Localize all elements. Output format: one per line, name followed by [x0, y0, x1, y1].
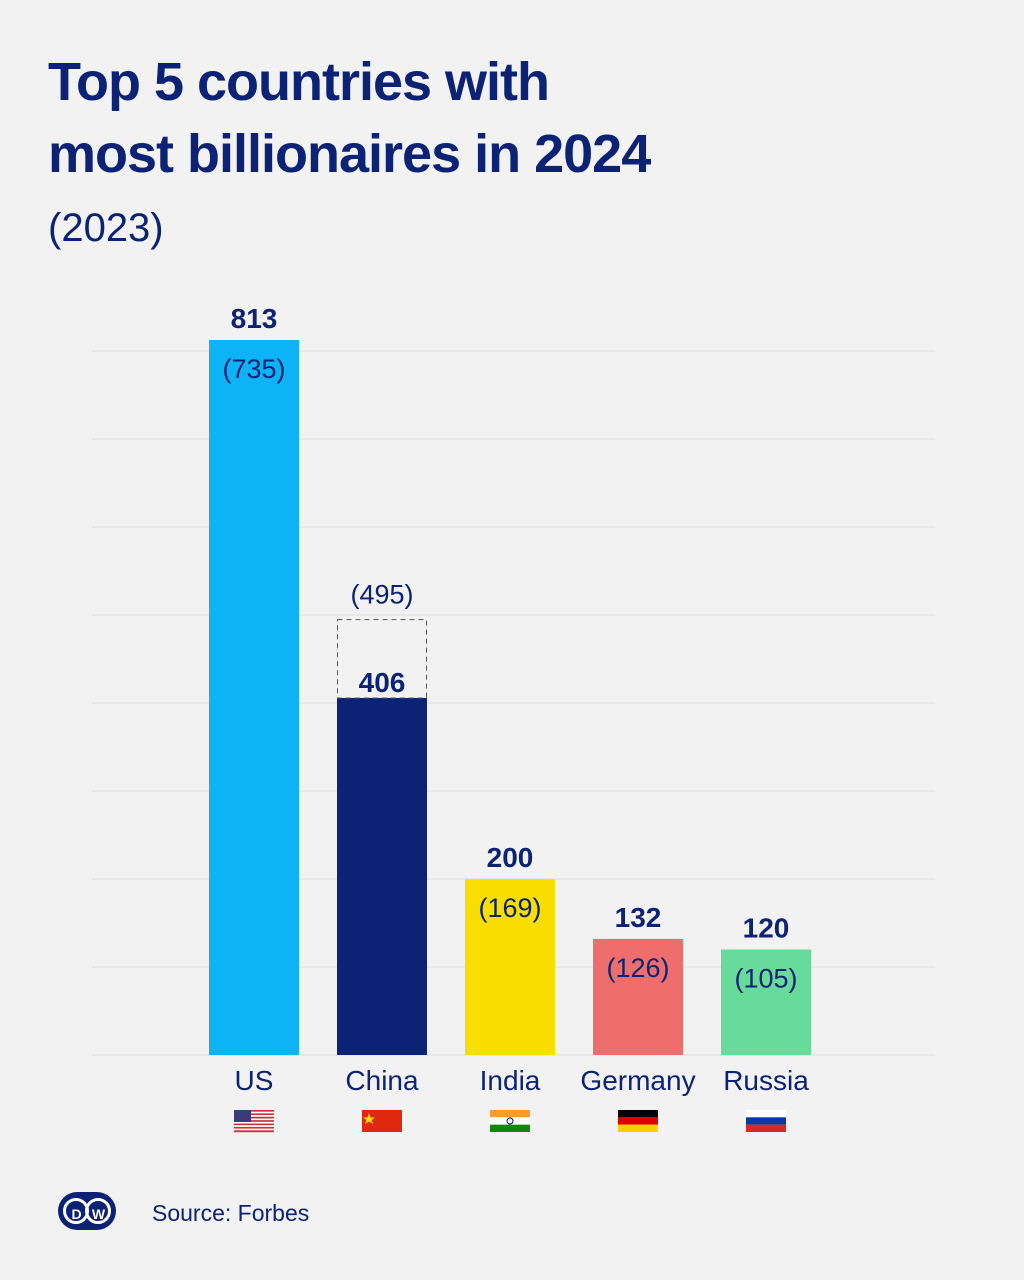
- india-flag-chakra: [506, 1117, 514, 1125]
- china-flag-star: [363, 1113, 375, 1124]
- source-text: Source: Forbes: [152, 1200, 310, 1226]
- title-line-2: most billionaires in 2024: [48, 124, 651, 184]
- bar-us: [209, 340, 299, 1055]
- category-label-russia: Russia: [723, 1065, 809, 1096]
- germany-flag-gold: [618, 1124, 658, 1132]
- label-2024-us: 813: [231, 303, 278, 334]
- russia-flag-icon: [746, 1110, 786, 1118]
- category-label-us: US: [235, 1065, 274, 1096]
- title-line-1: Top 5 countries with: [48, 52, 550, 112]
- russia-flag-red: [746, 1124, 786, 1132]
- india-flag-icon: [490, 1110, 530, 1118]
- category-label-india: India: [480, 1065, 541, 1096]
- bar-china: [337, 697, 427, 1055]
- bar-russia: [721, 949, 811, 1055]
- label-2024-germany: 132: [615, 902, 662, 933]
- germany-flag-red: [618, 1117, 658, 1125]
- germany-flag-icon: [618, 1110, 658, 1118]
- label-2023-india: (169): [478, 893, 541, 923]
- dw-logo-w: W: [85, 1198, 111, 1224]
- us-flag-icon: [234, 1110, 274, 1133]
- label-2024-russia: 120: [743, 912, 790, 943]
- bar-germany: [593, 938, 683, 1055]
- india-flag-green: [490, 1124, 530, 1132]
- label-2024-china: 406: [359, 667, 406, 698]
- bar-india: [465, 879, 555, 1055]
- category-label-china: China: [345, 1065, 419, 1096]
- label-2023-china: (495): [350, 580, 413, 610]
- label-2023-germany: (126): [606, 953, 669, 983]
- chart-subtitle: (2023): [48, 206, 164, 250]
- prev-year-outline-china: [337, 619, 427, 699]
- russia-flag-blue: [746, 1117, 786, 1125]
- dw-logo: D W: [58, 1192, 116, 1230]
- label-2024-india: 200: [487, 842, 534, 873]
- label-2023-russia: (105): [734, 963, 797, 993]
- china-flag-icon: [362, 1110, 402, 1132]
- chart-title: Top 5 countries with most billionaires i…: [48, 46, 651, 190]
- india-flag-white: [490, 1117, 530, 1125]
- label-2023-us: (735): [222, 354, 285, 384]
- category-label-germany: Germany: [580, 1065, 695, 1096]
